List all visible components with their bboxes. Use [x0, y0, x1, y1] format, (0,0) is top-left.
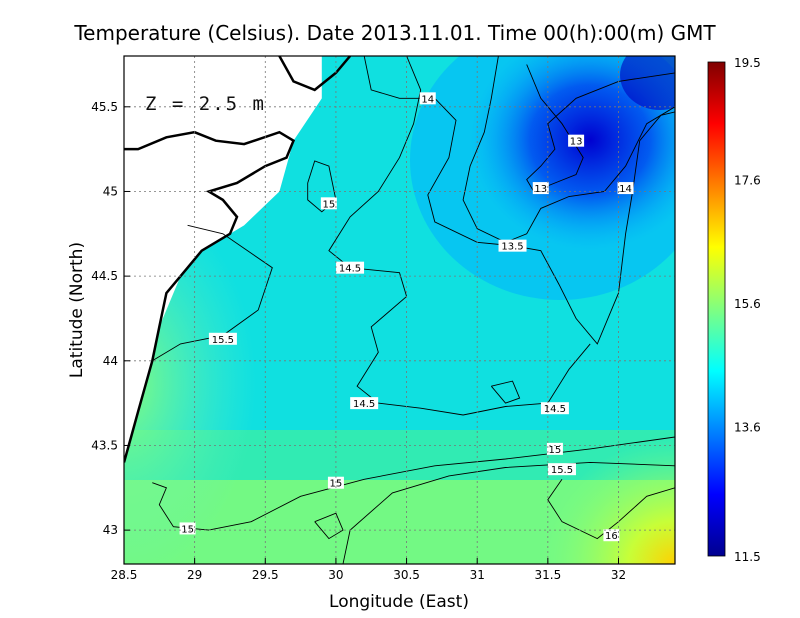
x-tick-label: 31 [470, 568, 485, 582]
x-tick-label: 28.5 [111, 568, 138, 582]
land-mass-north [124, 56, 322, 463]
contour-label: 14.5 [339, 264, 361, 275]
plot-area: 13 13 14 14 13.5 15 14.5 15.5 14.5 14.5 15 15.5 15 15… [124, 56, 675, 564]
contour-line [152, 224, 273, 362]
contour-label: 14.5 [353, 399, 375, 410]
contour-label: 14 [421, 94, 434, 105]
cold-core [470, 56, 675, 250]
contour-label: 15 [330, 479, 343, 490]
x-tick-label: 32 [611, 568, 626, 582]
y-tick-label: 43.5 [91, 438, 118, 452]
colorbar-ticks: 19.5 17.6 15.6 13.6 11.5 [734, 56, 761, 564]
coastline-north [278, 56, 352, 92]
contour-line [490, 380, 521, 404]
y-axis-ticks: 43 43.5 44 44.5 45 45.5 [91, 100, 130, 537]
x-axis-ticks: 28.5 29 29.5 30 30.5 31 31.5 32 [111, 558, 626, 582]
contour-line [152, 436, 675, 531]
contour-line [314, 512, 344, 540]
contour-label: 13 [570, 137, 583, 148]
colorbar-tick-label: 15.6 [734, 297, 761, 311]
colorbar-tick-label: 17.6 [734, 173, 761, 187]
contour-label-bg [179, 522, 196, 535]
contour-label-bg [568, 134, 585, 147]
x-tick-label: 29.5 [252, 568, 279, 582]
x-tick-label: 29 [187, 568, 202, 582]
y-tick-label: 44.5 [91, 269, 118, 283]
contour-line [526, 64, 675, 193]
contour-line [462, 56, 675, 243]
warm-southeast-spot [540, 440, 675, 564]
contour-label-bg [603, 529, 620, 542]
contour-label-bg [498, 239, 527, 252]
contour-label: 14 [619, 184, 632, 195]
contour-line [328, 56, 591, 416]
depth-annotation: Z = 2.5 m [145, 93, 266, 115]
colorbar-tick-label: 19.5 [734, 56, 761, 70]
y-tick-label: 44 [103, 354, 118, 368]
contour-label-bg [419, 92, 436, 105]
colorbar-tick-label: 13.6 [734, 420, 761, 434]
contour-line [547, 479, 675, 540]
y-tick-label: 43 [103, 523, 118, 537]
contour-label: 15 [549, 445, 562, 456]
coldest-core [620, 56, 675, 110]
contour-label-bg [208, 332, 237, 345]
plot-frame [123, 55, 676, 565]
coastline [124, 130, 296, 463]
contour-label: 15 [322, 199, 335, 210]
x-tick-label: 30 [328, 568, 343, 582]
y-tick-label: 45 [103, 184, 118, 198]
contour-label: 13 [534, 184, 547, 195]
colorbar-tick-label: 11.5 [734, 550, 761, 564]
contour-label: 15.5 [212, 335, 234, 346]
contour-label: 16 [605, 531, 618, 542]
contour-lines [152, 56, 675, 564]
contour-label: 14.5 [544, 404, 566, 415]
contour-label: 15.5 [551, 465, 573, 476]
x-axis-label: Longitude (East) [329, 592, 469, 612]
x-tick-label: 30.5 [393, 568, 420, 582]
contour-label-bg [350, 397, 379, 410]
contour-label-bg [336, 261, 365, 274]
contour-line [363, 56, 675, 345]
contour-label: 13.5 [501, 242, 523, 253]
grid-lines [124, 56, 675, 564]
x-tick-label: 31.5 [534, 568, 561, 582]
chart-title: Temperature (Celsius). Date 2013.11.01. … [73, 21, 716, 45]
contour-labels: 13 13 14 14 13.5 15 14.5 15.5 14.5 14.5 15 15.5 15 15… [179, 92, 634, 542]
contour-label: 15 [181, 524, 194, 535]
contour-label-bg [547, 463, 576, 476]
y-axis-label: Latitude (North) [67, 242, 87, 378]
contour-label-bg [320, 197, 337, 210]
y-tick-label: 45.5 [91, 100, 118, 114]
colorbar [707, 61, 726, 557]
